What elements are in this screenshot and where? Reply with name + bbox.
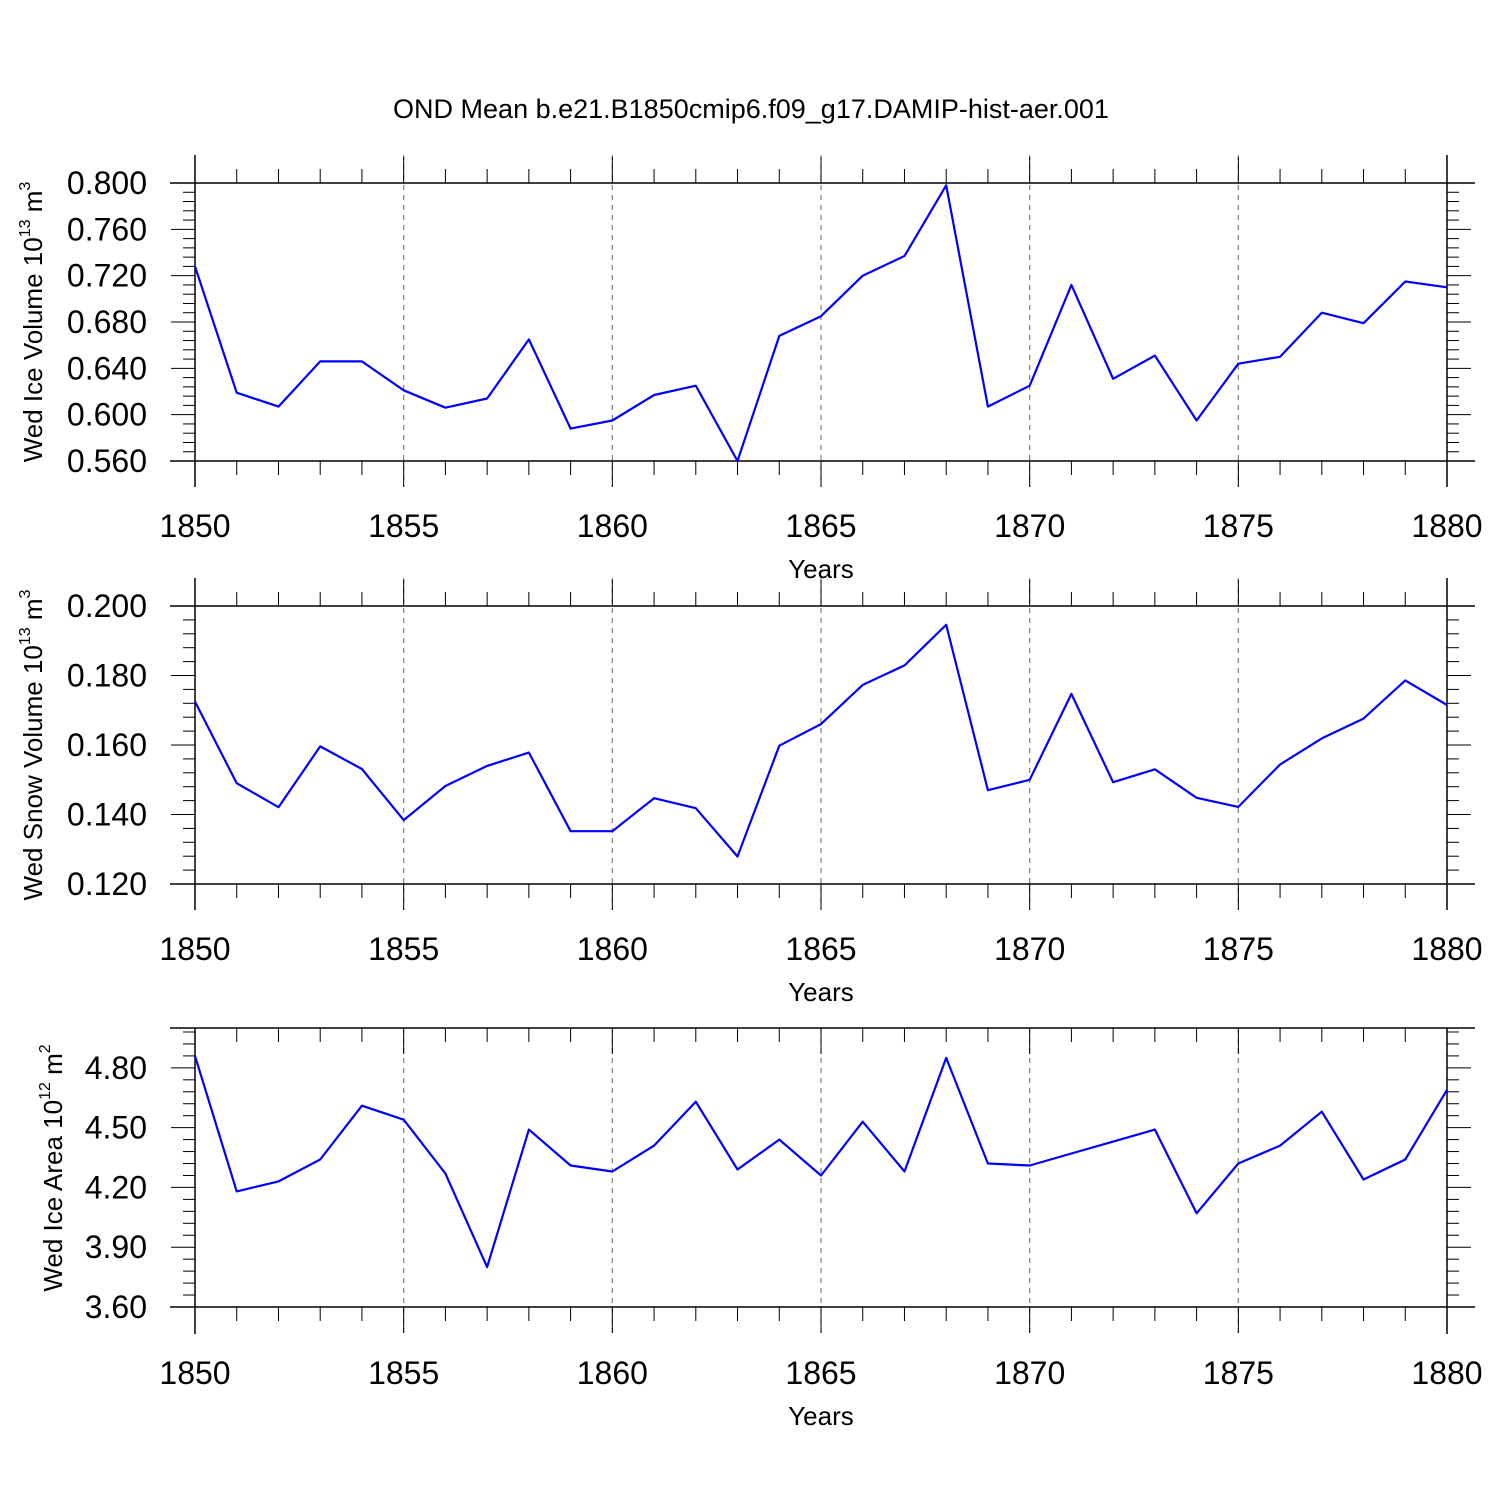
x-tick-label: 1875 <box>1203 931 1274 967</box>
x-tick-label: 1850 <box>159 1355 230 1391</box>
x-tick-label: 1880 <box>1411 508 1482 544</box>
x-tick-label: 1865 <box>785 508 856 544</box>
x-tick-label: 1860 <box>577 1355 648 1391</box>
series-line <box>194 623 1448 858</box>
x-tick-label: 1880 <box>1411 1355 1482 1391</box>
y-tick-label: 0.560 <box>67 443 147 479</box>
panel-2: 0.200 0.180 0.160 0.140 0.120 1850 1855 1860 186… <box>17 578 1483 1007</box>
x-axis-label: Years <box>788 1401 854 1431</box>
y-axis-label: Wed Ice Volume 1013 m3 <box>17 182 48 463</box>
y-tick-label: 0.760 <box>67 211 147 247</box>
panels: 0.800 0.760 0.720 0.680 0.640 0.600 0.560 1850 1… <box>17 155 1483 1431</box>
y-tick-label: 0.720 <box>67 258 147 294</box>
x-tick-label: 1850 <box>159 931 230 967</box>
x-tick-label: 1880 <box>1411 931 1482 967</box>
x-tick-label: 1875 <box>1203 508 1274 544</box>
chart-title: OND Mean b.e21.B1850cmip6.f09_g17.DAMIP-… <box>393 94 1109 124</box>
y-tick-label: 0.640 <box>67 350 147 386</box>
y-tick-label: 4.80 <box>85 1050 147 1086</box>
x-tick-label: 1855 <box>368 508 439 544</box>
panel-1: 0.800 0.760 0.720 0.680 0.640 0.600 0.560 1850 1… <box>17 155 1483 584</box>
y-tick-label: 4.20 <box>85 1169 147 1205</box>
y-tick-label: 0.600 <box>67 397 147 433</box>
y-tick-label: 3.90 <box>85 1229 147 1265</box>
x-tick-label: 1850 <box>159 508 230 544</box>
x-tick-label: 1870 <box>994 1355 1065 1391</box>
x-axis-label: Years <box>788 977 854 1007</box>
x-tick-label: 1865 <box>785 931 856 967</box>
y-tick-label: 0.180 <box>67 658 147 694</box>
panel-3: 4.80 4.50 4.20 3.90 3.60 1850 1855 1860 1865 1870… <box>37 1027 1483 1431</box>
x-tick-label: 1870 <box>994 508 1065 544</box>
x-tick-label: 1855 <box>368 1355 439 1391</box>
y-axis-label: Wed Ice Area 1012 m2 <box>37 1044 68 1291</box>
y-tick-label: 3.60 <box>85 1289 147 1325</box>
y-tick-label: 0.200 <box>67 588 147 624</box>
y-tick-label: 0.160 <box>67 727 147 763</box>
x-tick-label: 1865 <box>785 1355 856 1391</box>
y-tick-label: 4.50 <box>85 1110 147 1146</box>
x-tick-label: 1855 <box>368 931 439 967</box>
series-line <box>193 1055 1448 1269</box>
y-tick-label: 0.800 <box>67 165 147 201</box>
y-tick-label: 0.680 <box>67 304 147 340</box>
x-tick-label: 1870 <box>994 931 1065 967</box>
y-tick-label: 0.120 <box>67 866 147 902</box>
x-tick-label: 1875 <box>1203 1355 1274 1391</box>
y-tick-label: 0.140 <box>67 797 147 833</box>
y-axis-label: Wed Snow Volume 1013 m3 <box>17 589 48 900</box>
x-tick-label: 1860 <box>577 931 648 967</box>
x-tick-label: 1860 <box>577 508 648 544</box>
